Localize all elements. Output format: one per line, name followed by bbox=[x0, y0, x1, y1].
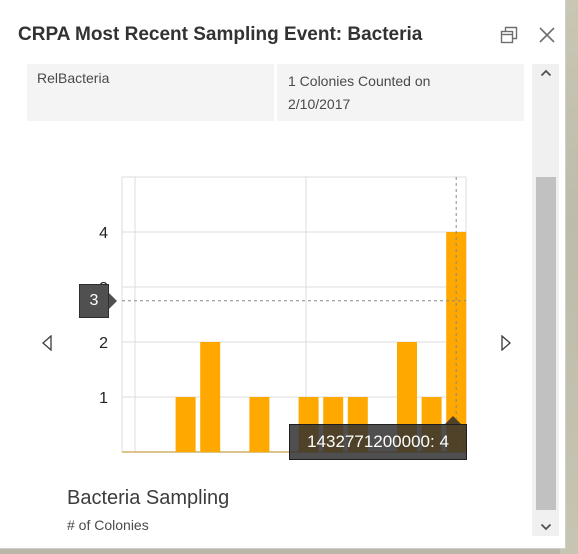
y-tick-label: 2 bbox=[99, 335, 108, 352]
triangle-left-icon bbox=[42, 335, 52, 351]
scrollbar[interactable] bbox=[532, 64, 559, 536]
scroll-down-button[interactable] bbox=[532, 518, 559, 536]
chart-area: 1234 3 1432771200000: 4 Bacteria Samplin… bbox=[0, 64, 532, 548]
attribute-key: RelBacteria bbox=[37, 70, 110, 86]
previous-media-button[interactable] bbox=[36, 332, 58, 354]
attribute-value: 1 Colonies Counted on 2/10/2017 bbox=[288, 73, 431, 112]
bar bbox=[175, 397, 196, 452]
next-media-button[interactable] bbox=[495, 332, 517, 354]
scroll-down-icon bbox=[540, 523, 551, 531]
attribute-table: RelBacteria 1 Colonies Counted on 2/10/2… bbox=[27, 64, 524, 121]
scroll-up-icon bbox=[540, 69, 551, 77]
chart-title: Bacteria Sampling bbox=[67, 487, 230, 509]
dock-button[interactable] bbox=[496, 22, 522, 48]
y-tick-label: 4 bbox=[99, 225, 108, 242]
popup-panel: CRPA Most Recent Sampling Event: Bacteri… bbox=[0, 0, 566, 549]
close-icon bbox=[539, 27, 555, 43]
y-tick-label: 1 bbox=[99, 390, 108, 407]
chart-caption: # of Colonies bbox=[67, 517, 149, 533]
triangle-right-icon bbox=[501, 335, 511, 351]
popup-content: RelBacteria 1 Colonies Counted on 2/10/2… bbox=[0, 64, 532, 548]
close-button[interactable] bbox=[534, 22, 560, 48]
bar bbox=[249, 397, 270, 452]
bar-tooltip: 1432771200000: 4 bbox=[289, 424, 467, 460]
popup-title: CRPA Most Recent Sampling Event: Bacteri… bbox=[18, 24, 423, 45]
scroll-thumb[interactable] bbox=[536, 177, 556, 510]
y-axis-tooltip-pointer bbox=[109, 293, 117, 309]
bar-tooltip-pointer bbox=[445, 416, 461, 424]
bar bbox=[200, 342, 221, 452]
dock-icon bbox=[500, 26, 518, 44]
y-axis-tooltip: 3 bbox=[79, 284, 109, 318]
scroll-up-button[interactable] bbox=[532, 64, 559, 82]
attribute-divider bbox=[274, 64, 277, 121]
popup-header: CRPA Most Recent Sampling Event: Bacteri… bbox=[0, 0, 565, 64]
